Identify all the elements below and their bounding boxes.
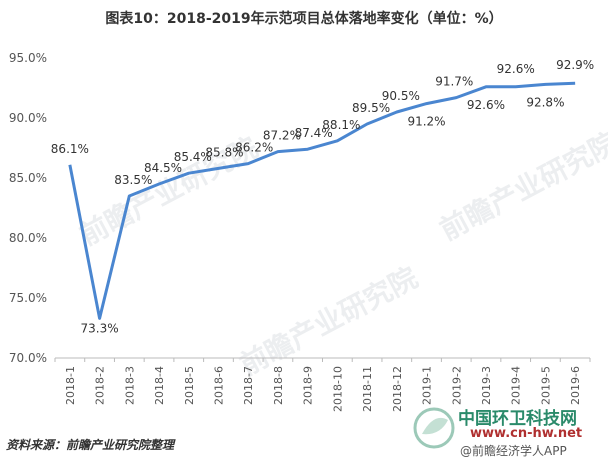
data-label: 86.2% xyxy=(235,141,273,155)
data-label: 88.1% xyxy=(322,118,360,132)
x-tick-label: 2018-5 xyxy=(183,366,196,405)
x-tick-label: 2018-2 xyxy=(94,366,107,405)
data-label: 92.6% xyxy=(497,62,535,76)
source-note: 资料来源：前瞻产业研究院整理 xyxy=(6,438,175,452)
data-label: 87.4% xyxy=(295,126,333,140)
brand-url: www.cn-hw.net xyxy=(470,426,583,441)
x-tick-label: 2018-7 xyxy=(242,366,255,405)
x-tick-label: 2018-3 xyxy=(123,366,136,405)
x-tick-label: 2018-12 xyxy=(391,366,404,412)
data-label: 92.9% xyxy=(556,58,594,72)
x-tick-label: 2019-5 xyxy=(539,366,552,405)
x-tick-label: 2018-1 xyxy=(64,366,77,405)
data-label: 84.5% xyxy=(144,161,182,175)
data-label: 90.5% xyxy=(382,89,420,103)
y-tick-label: 85.0% xyxy=(9,171,47,185)
data-label: 85.8% xyxy=(205,145,243,159)
y-tick-label: 70.0% xyxy=(9,351,47,365)
brand-app: @前瞻经济学人APP xyxy=(460,444,567,458)
chart-title: 图表10：2018-2019年示范项目总体落地率变化（单位：%） xyxy=(105,11,503,27)
data-label: 91.7% xyxy=(435,75,473,89)
x-tick-label: 2018-9 xyxy=(302,366,315,405)
data-label: 85.4% xyxy=(174,150,212,164)
data-label: 83.5% xyxy=(114,173,152,187)
data-label: 73.3% xyxy=(81,321,119,335)
x-tick-label: 2018-6 xyxy=(212,366,225,405)
data-label: 86.1% xyxy=(51,142,89,156)
brand-watermark: 中国环卫科技网 www.cn-hw.net @前瞻经济学人APP xyxy=(412,402,602,462)
y-tick-label: 80.0% xyxy=(9,231,47,245)
y-tick-label: 90.0% xyxy=(9,111,47,125)
y-tick-label: 75.0% xyxy=(9,291,47,305)
leaf-logo-icon xyxy=(413,407,455,449)
data-label: 89.5% xyxy=(352,101,390,115)
data-label: 92.6% xyxy=(467,98,505,112)
x-tick-label: 2018-11 xyxy=(361,366,374,412)
brand-name: 中国环卫科技网 xyxy=(458,409,577,429)
x-tick-label: 2019-3 xyxy=(480,366,493,405)
data-label: 92.8% xyxy=(526,95,564,109)
x-tick-label: 2018-10 xyxy=(331,366,344,412)
x-tick-label: 2018-4 xyxy=(153,366,166,405)
y-tick-label: 95.0% xyxy=(9,51,47,65)
x-tick-label: 2019-6 xyxy=(569,366,582,405)
data-label: 91.2% xyxy=(407,115,445,129)
series-line xyxy=(68,81,576,320)
x-tick-label: 2019-2 xyxy=(450,366,463,405)
data-label: 87.2% xyxy=(263,129,301,143)
x-tick-label: 2018-8 xyxy=(272,366,285,405)
x-tick-label: 2019-4 xyxy=(510,366,523,405)
x-tick-label: 2019-1 xyxy=(421,366,434,405)
